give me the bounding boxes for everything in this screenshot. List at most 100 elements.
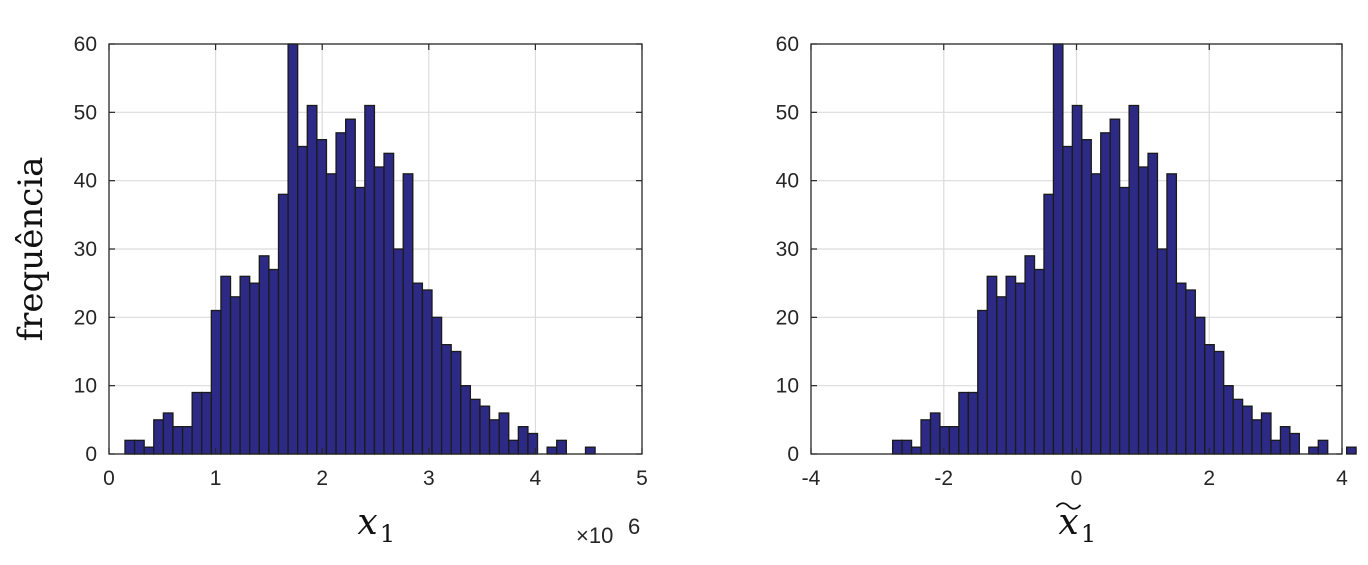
- x-tick-label: -2: [934, 467, 953, 490]
- y-tick-label: 10: [776, 375, 799, 398]
- y-tick-label: 0: [85, 443, 97, 466]
- histogram-bar: [402, 173, 414, 455]
- histogram-bar: [373, 166, 385, 455]
- histogram-bar: [440, 344, 452, 455]
- histogram-bar: [1118, 186, 1130, 455]
- x-axis-label: x: [1058, 502, 1078, 543]
- x-tick-label: 4: [530, 467, 542, 490]
- histogram-bar: [1175, 282, 1187, 455]
- histogram-bar: [948, 426, 960, 455]
- y-tick-label: 30: [74, 238, 97, 261]
- histogram-bar: [287, 43, 299, 455]
- histogram-bar: [891, 439, 903, 455]
- histogram-bar: [1317, 439, 1329, 455]
- histogram-bar: [986, 275, 998, 455]
- histogram-bar: [268, 268, 280, 455]
- histogram-bar: [345, 118, 356, 455]
- histogram-bar: [556, 439, 567, 455]
- histogram-bar: [1090, 173, 1102, 455]
- histogram-bar: [181, 426, 193, 455]
- y-tick-label: 60: [74, 33, 97, 56]
- histogram-bar: [910, 446, 922, 455]
- x-exponent-label: ×10: [576, 523, 613, 548]
- histogram-bar: [1043, 193, 1055, 455]
- histogram-bar: [421, 289, 433, 455]
- histogram-bar: [1052, 43, 1064, 455]
- x-tick-label: 0: [1071, 467, 1083, 490]
- histogram-bar: [498, 412, 510, 455]
- histogram-bar: [1137, 166, 1149, 455]
- histogram-bar: [1213, 350, 1225, 455]
- histogram-bar: [1251, 419, 1263, 455]
- histogram-bar: [901, 439, 913, 455]
- histogram-bar: [431, 316, 443, 455]
- x-exponent-power: 6: [628, 514, 640, 539]
- histogram-bar: [306, 104, 318, 455]
- y-tick-label: 40: [74, 170, 97, 193]
- histogram-bar: [1204, 344, 1215, 455]
- histogram-bar: [201, 391, 212, 455]
- histogram-bar: [143, 446, 155, 455]
- histogram-bar: [929, 412, 941, 455]
- x-tick-label: 2: [316, 467, 328, 490]
- histogram-bar: [1081, 139, 1092, 455]
- histogram-bar: [1100, 132, 1111, 455]
- histogram-bar: [239, 275, 251, 455]
- histogram-bar: [1232, 398, 1244, 455]
- histogram-bar: [1308, 446, 1319, 455]
- y-tick-label: 50: [74, 101, 97, 124]
- histogram-bar: [469, 398, 481, 455]
- histogram-bar: [546, 446, 558, 455]
- histogram-bar: [517, 426, 529, 455]
- y-tick-label: 40: [776, 170, 799, 193]
- histogram-bar: [412, 282, 424, 455]
- histogram-bar: [124, 439, 136, 455]
- histogram-bar: [527, 432, 539, 455]
- histogram-bar: [1345, 446, 1357, 455]
- x-tick-label: 5: [636, 467, 648, 490]
- histogram-bar: [172, 426, 184, 455]
- histogram-bar: [1014, 282, 1026, 455]
- histogram-bar: [584, 446, 596, 455]
- x-tick-label: -4: [802, 467, 821, 490]
- x-axis-label: x: [357, 502, 377, 543]
- x-axis-label-subscript: 1: [380, 520, 395, 548]
- histogram-bar: [1279, 426, 1291, 455]
- y-tick-label: 50: [776, 101, 799, 124]
- x-tick-label: 0: [103, 467, 115, 490]
- histogram-bar: [967, 391, 979, 455]
- histogram-bar: [1270, 439, 1282, 455]
- y-tick-label: 30: [776, 238, 799, 261]
- histogram-bar: [335, 132, 347, 455]
- histogram-bar: [383, 152, 395, 455]
- histogram-bar: [488, 419, 500, 455]
- histogram-bar: [1223, 385, 1234, 455]
- histogram-bar: [1062, 145, 1074, 455]
- histogram-bar: [249, 282, 260, 455]
- histogram-bar: [277, 193, 289, 455]
- histogram-bar: [939, 426, 951, 455]
- histogram-bar: [191, 391, 203, 455]
- histogram-bar: [479, 405, 491, 455]
- histogram-bar: [220, 275, 232, 455]
- histogram-bar: [508, 439, 519, 455]
- histogram-bar: [210, 309, 222, 455]
- x-tick-label: 2: [1203, 467, 1215, 490]
- histogram-bar: [1109, 118, 1121, 455]
- y-tick-label: 60: [776, 33, 799, 56]
- histogram-bar: [1166, 173, 1178, 455]
- histogram-bar: [1033, 268, 1045, 455]
- histogram-bar: [1241, 405, 1253, 455]
- y-tick-label: 20: [74, 306, 97, 329]
- histogram-bar: [354, 186, 366, 455]
- histogram-bar: [1194, 316, 1206, 455]
- histogram-bar: [1185, 289, 1196, 455]
- histogram-bar: [958, 391, 969, 455]
- histogram-bar: [325, 173, 337, 455]
- histogram-bar: [450, 350, 462, 455]
- histogram-bar: [1156, 248, 1168, 455]
- tilde-accent: [1055, 502, 1082, 510]
- x-tick-label: 1: [210, 467, 222, 490]
